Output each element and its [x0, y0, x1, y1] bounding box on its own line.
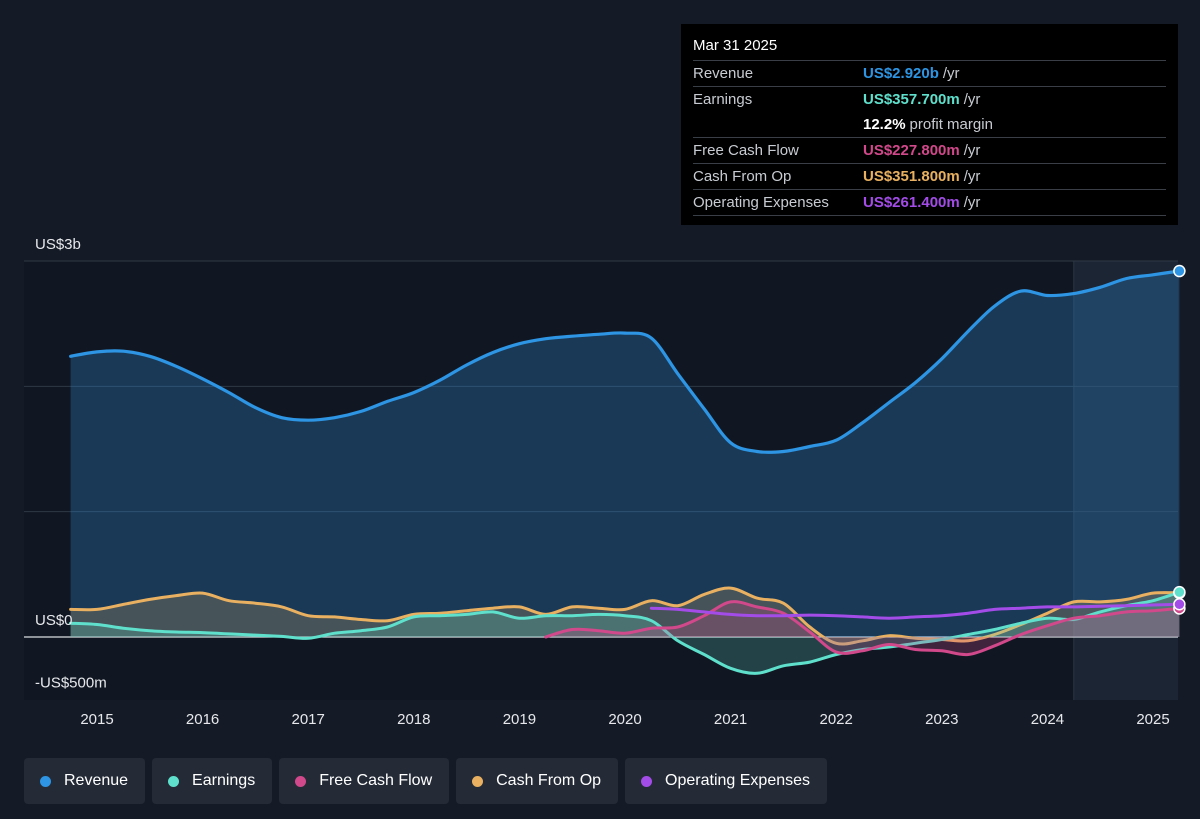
- y-axis-labels: US$3b US$0 -US$500m: [35, 236, 107, 692]
- series-line-cfo: [69, 586, 1181, 646]
- recent-period-shade: [1073, 261, 1178, 700]
- tooltip-row-value: US$261.400m: [863, 194, 960, 211]
- tooltip-row-unit: /yr: [963, 91, 981, 108]
- chart-legend: Revenue Earnings Free Cash Flow Cash From O…: [24, 758, 828, 804]
- legend-dot-icon: [168, 775, 180, 787]
- legend-dot-icon: [641, 775, 653, 787]
- series-line-fcf: [544, 600, 1181, 657]
- tooltip-row-value: US$351.800m: [863, 168, 960, 185]
- legend-item-revenue[interactable]: Revenue: [24, 758, 146, 804]
- series-line-revenue: [69, 269, 1181, 454]
- x-tick-label: 2021: [714, 711, 747, 728]
- legend-label: Cash From Op: [496, 772, 602, 789]
- tooltip-row-value: US$357.700m: [863, 91, 960, 108]
- series-opex: [649, 602, 1181, 620]
- data-tooltip: Mar 31 2025 Revenue US$2.920b/yr Earnings U…: [681, 24, 1178, 225]
- y-tick-label: -US$500m: [35, 675, 107, 692]
- legend-label: Earnings: [192, 772, 256, 789]
- series-endpoint-earnings: [1173, 585, 1186, 599]
- x-tick-label: 2018: [397, 711, 430, 728]
- y-tick-label: US$3b: [35, 236, 81, 253]
- series-fcf: [544, 600, 1181, 657]
- tooltip-row-label: Operating Expenses: [693, 194, 829, 211]
- legend-item-free-cash-flow[interactable]: Free Cash Flow: [279, 758, 450, 804]
- x-axis-labels: 2015 2016 2017 2018 2019 2020 2021 2022 2023 2024…: [80, 711, 1169, 728]
- tooltip-row-label: Revenue: [693, 65, 754, 82]
- x-tick-label: 2019: [503, 711, 536, 728]
- tooltip-row: 12.2% profit margin: [693, 112, 1166, 137]
- x-tick-label: 2022: [820, 711, 853, 728]
- tooltip-row: Cash From Op US$351.800m/yr: [693, 163, 1166, 189]
- tooltip-row-value: 12.2%: [863, 116, 906, 133]
- tooltip-row: Revenue US$2.920b/yr: [693, 60, 1166, 86]
- tooltip-date: Mar 31 2025: [693, 37, 778, 54]
- series-line-earnings: [69, 590, 1181, 675]
- legend-label: Free Cash Flow: [319, 772, 433, 789]
- legend-item-operating-expenses[interactable]: Operating Expenses: [625, 758, 828, 804]
- legend-label: Revenue: [64, 772, 129, 789]
- series-endpoint-revenue: [1173, 264, 1186, 278]
- series-area-revenue: [70, 271, 1180, 637]
- tooltip-row: Earnings US$357.700m/yr: [693, 86, 1166, 112]
- legend-dot-icon: [40, 775, 51, 787]
- y-tick-label: US$0: [35, 612, 73, 629]
- series-endpoints: [1173, 264, 1186, 615]
- tooltip-row-label: Earnings: [693, 91, 753, 108]
- x-tick-label: 2025: [1136, 711, 1169, 728]
- legend-dot-icon: [472, 775, 484, 787]
- x-tick-label: 2016: [186, 711, 219, 728]
- tooltip-row-unit: /yr: [963, 168, 981, 185]
- tooltip-row-unit: /yr: [963, 194, 981, 211]
- series-revenue: [69, 269, 1181, 637]
- series-layer: [69, 269, 1181, 675]
- tooltip-row-unit: /yr: [963, 142, 981, 159]
- x-tick-label: 2020: [608, 711, 641, 728]
- tooltip-row-label: Cash From Op: [693, 168, 792, 185]
- tooltip-row-unit: /yr: [942, 65, 960, 82]
- legend-item-cash-from-op[interactable]: Cash From Op: [456, 758, 619, 804]
- legend-label: Operating Expenses: [665, 772, 811, 789]
- x-tick-label: 2023: [925, 711, 958, 728]
- tooltip-row-label: Free Cash Flow: [693, 142, 799, 159]
- legend-item-earnings[interactable]: Earnings: [152, 758, 273, 804]
- tooltip-row-unit: profit margin: [909, 116, 993, 133]
- x-tick-label: 2024: [1031, 711, 1064, 728]
- series-line-opex: [649, 602, 1181, 620]
- tooltip-row-value: US$227.800m: [863, 142, 960, 159]
- tooltip-row-value: US$2.920b: [863, 65, 939, 82]
- tooltip-row: Free Cash Flow US$227.800m/yr: [693, 137, 1166, 163]
- legend-dot-icon: [295, 775, 307, 787]
- x-tick-label: 2015: [80, 711, 113, 728]
- series-endpoint-opex: [1173, 597, 1186, 611]
- tooltip-rows: Revenue US$2.920b/yr Earnings US$357.700m/y…: [693, 60, 1166, 216]
- tooltip-row: Operating Expenses US$261.400m/yr: [693, 189, 1166, 216]
- x-tick-label: 2017: [292, 711, 325, 728]
